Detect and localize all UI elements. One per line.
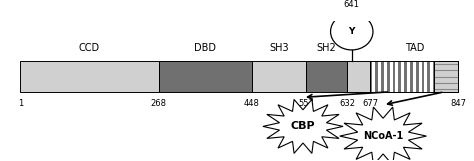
Bar xyxy=(434,61,458,92)
Text: 448: 448 xyxy=(244,99,260,108)
Text: TAD: TAD xyxy=(405,43,424,53)
Ellipse shape xyxy=(330,13,373,50)
Text: Y: Y xyxy=(348,27,355,36)
Text: 268: 268 xyxy=(151,99,166,108)
Text: CBP: CBP xyxy=(291,121,315,131)
Text: 641: 641 xyxy=(344,0,360,9)
Bar xyxy=(370,61,434,92)
Text: CCD: CCD xyxy=(79,43,100,53)
Text: 1: 1 xyxy=(18,99,23,108)
Bar xyxy=(347,61,370,92)
Bar xyxy=(370,61,434,92)
Bar xyxy=(306,61,347,92)
Bar xyxy=(158,61,252,92)
Text: NCoA-1: NCoA-1 xyxy=(363,131,403,141)
Bar xyxy=(434,61,458,92)
Bar xyxy=(20,61,158,92)
Text: SH3: SH3 xyxy=(269,43,289,53)
Bar xyxy=(252,61,306,92)
Text: 677: 677 xyxy=(362,99,378,108)
Text: SH2: SH2 xyxy=(317,43,336,53)
Text: DBD: DBD xyxy=(194,43,216,53)
Text: 847: 847 xyxy=(450,99,466,108)
Polygon shape xyxy=(340,107,427,161)
Text: 632: 632 xyxy=(339,99,355,108)
Polygon shape xyxy=(263,99,343,153)
Text: 553: 553 xyxy=(298,99,314,108)
